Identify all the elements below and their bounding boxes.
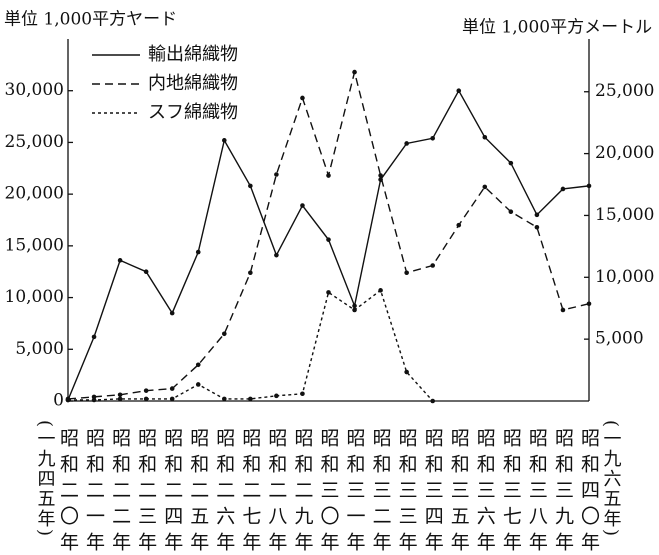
point [248, 183, 253, 189]
point [195, 362, 201, 368]
point [326, 173, 331, 178]
point [326, 290, 331, 295]
point [143, 396, 149, 402]
x-tick-label: 昭和二〇年 [57, 428, 79, 555]
point [482, 184, 488, 190]
y-tick-label: 30,000 [5, 80, 64, 100]
y2-tick-label: 25,000 [595, 81, 654, 101]
point [430, 135, 436, 141]
right-unit: 単位 1,000平方メートル [462, 18, 652, 38]
y2-tick-label: 20,000 [595, 143, 654, 163]
x-tick-label: 昭和二三年 [135, 428, 157, 555]
x-tick-label: 昭和二八年 [265, 428, 287, 555]
point [534, 224, 540, 230]
x-tick-label: 昭和三七年 [500, 428, 522, 555]
y-tick-label: 0 [53, 391, 64, 411]
x-tick-label: 昭和二六年 [213, 428, 235, 555]
point [508, 160, 514, 166]
point [352, 303, 357, 309]
point [378, 173, 383, 178]
y-tick-label: 20,000 [5, 184, 64, 204]
point [143, 269, 149, 275]
point [378, 288, 383, 293]
x-tick-label: 昭和二九年 [291, 428, 313, 555]
point [560, 186, 566, 192]
point [560, 307, 566, 313]
point [456, 88, 462, 94]
point [274, 393, 279, 399]
point [300, 203, 305, 208]
point [326, 237, 331, 242]
start-label: (一九四五年) [35, 420, 56, 538]
point [404, 141, 409, 146]
series-line [67, 71, 590, 400]
x-tick-label: 昭和二二年 [109, 428, 131, 555]
point [117, 396, 123, 402]
legend-label: 内地綿織物 [148, 73, 238, 94]
x-tick-label: 昭和二五年 [187, 428, 209, 555]
x-tick-label: 昭和二四年 [161, 428, 183, 555]
point [169, 310, 175, 316]
point [482, 134, 488, 140]
point [222, 331, 227, 337]
x-tick-label: 昭和三五年 [448, 428, 470, 555]
x-tick-label: 昭和三一年 [344, 428, 366, 555]
x-tick-label: 昭和三六年 [474, 428, 496, 555]
y-tick-label: 5,000 [15, 339, 64, 359]
y2-tick-label: 15,000 [595, 205, 654, 225]
x-tick-label: 昭和三九年 [552, 428, 574, 555]
point [586, 301, 592, 307]
point [430, 263, 436, 268]
point [352, 69, 357, 75]
point [430, 398, 436, 404]
x-tick-label: 昭和三二年 [370, 428, 392, 555]
legend-label: スフ綿織物 [148, 102, 238, 123]
end-label: (一九六五年) [601, 420, 622, 538]
point [300, 95, 305, 101]
point [222, 396, 227, 402]
point [143, 388, 149, 393]
point [169, 396, 175, 402]
point [586, 183, 592, 189]
point [248, 396, 253, 402]
point [508, 209, 514, 215]
series-line [68, 289, 434, 402]
point [404, 270, 409, 276]
x-tick-label: 昭和二七年 [239, 428, 261, 555]
x-tick-label: 昭和三四年 [422, 428, 444, 555]
point [117, 258, 123, 263]
point [248, 270, 253, 276]
y-tick-label: 10,000 [5, 287, 64, 307]
point [404, 369, 409, 375]
x-tick-label: 昭和三八年 [526, 428, 548, 555]
point [352, 307, 357, 313]
point [65, 397, 71, 403]
x-tick-label: 昭和四〇年 [578, 428, 600, 555]
point [534, 212, 540, 218]
point [91, 334, 97, 340]
x-tick-label: 昭和三〇年 [318, 428, 340, 555]
point [274, 252, 279, 258]
y2-tick-label: 10,000 [595, 267, 654, 287]
point [222, 138, 227, 143]
point [169, 386, 175, 391]
y-tick-label: 15,000 [5, 235, 64, 255]
y2-tick-label: 5,000 [595, 329, 644, 349]
point [274, 172, 279, 177]
legend-label: 輸出綿織物 [148, 44, 238, 65]
point [300, 391, 305, 397]
x-tick-label: 昭和三三年 [396, 428, 418, 555]
point [195, 382, 201, 387]
point [195, 249, 201, 255]
left-unit: 単位 1,000平方ヤード [4, 10, 177, 30]
point [117, 392, 123, 398]
point [91, 397, 97, 403]
point [456, 222, 462, 228]
y-tick-label: 25,000 [5, 132, 64, 152]
x-tick-label: 昭和二一年 [83, 428, 105, 555]
series-line [67, 89, 590, 401]
